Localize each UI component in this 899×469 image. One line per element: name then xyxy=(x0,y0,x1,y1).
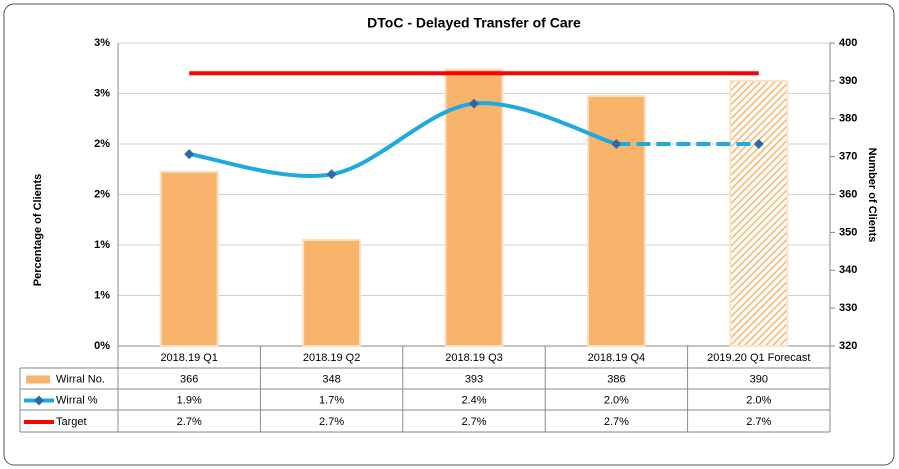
bar xyxy=(729,79,789,347)
legend-label: Target xyxy=(56,416,87,428)
y-axis-title: Percentage of Clients xyxy=(32,174,44,286)
y-tick-label: 1% xyxy=(94,289,110,301)
x-tick-label: 2018.19 Q4 xyxy=(588,352,646,364)
legend-label: Wirral % xyxy=(56,394,98,406)
y2-tick-label: 390 xyxy=(839,75,857,87)
marker xyxy=(611,139,622,149)
table-value: 2.7% xyxy=(177,416,202,428)
y-tick-label: 3% xyxy=(94,37,110,49)
table-value: 2.7% xyxy=(461,416,486,428)
y2-tick-label: 370 xyxy=(839,151,857,163)
y-tick-label: 1% xyxy=(94,239,110,251)
y-tick-label: 2% xyxy=(94,138,110,150)
y-tick-label: 0% xyxy=(94,340,110,352)
y2-tick-label: 360 xyxy=(839,188,857,200)
table-value: 1.9% xyxy=(177,394,202,406)
table-value: 366 xyxy=(180,373,198,385)
table-value: 348 xyxy=(322,373,340,385)
marker xyxy=(184,149,195,160)
marker xyxy=(753,139,764,149)
legend-key-marker xyxy=(34,395,44,406)
bar xyxy=(586,95,646,348)
table-value: 2.4% xyxy=(461,394,486,406)
y-tick-label: 3% xyxy=(94,87,110,99)
x-tick-label: 2018.19 Q1 xyxy=(160,352,218,364)
x-tick-label: 2018.19 Q3 xyxy=(445,352,503,364)
chart-title: DToC - Delayed Transfer of Care xyxy=(367,15,581,31)
bar xyxy=(302,238,362,347)
bar xyxy=(159,170,219,347)
y2-tick-label: 380 xyxy=(839,113,857,125)
table-value: 2.0% xyxy=(604,394,629,406)
table-value: 2.0% xyxy=(746,394,771,406)
table-value: 386 xyxy=(607,373,625,385)
legend-label: Wirral No. xyxy=(56,373,105,385)
y2-axis-title: Number of Clients xyxy=(866,148,878,243)
table-value: 2.7% xyxy=(604,416,629,428)
table-value: 2.7% xyxy=(319,416,344,428)
marker xyxy=(469,98,479,109)
table-value: 390 xyxy=(750,373,768,385)
y2-tick-label: 320 xyxy=(839,340,857,352)
legend-key xyxy=(26,375,50,384)
table-value: 393 xyxy=(465,373,483,385)
y2-tick-label: 350 xyxy=(839,226,857,238)
bar xyxy=(444,68,504,347)
y2-tick-label: 330 xyxy=(839,302,857,314)
table-value: 1.7% xyxy=(319,394,344,406)
line xyxy=(188,101,617,178)
x-tick-label: 2018.19 Q2 xyxy=(303,352,361,364)
y-tick-label: 2% xyxy=(94,188,110,200)
y2-tick-label: 340 xyxy=(839,264,857,276)
x-tick-label: 2019.20 Q1 Forecast xyxy=(707,352,810,364)
y2-tick-label: 400 xyxy=(839,37,857,49)
marker xyxy=(326,169,337,180)
table-value: 2.7% xyxy=(746,416,771,428)
